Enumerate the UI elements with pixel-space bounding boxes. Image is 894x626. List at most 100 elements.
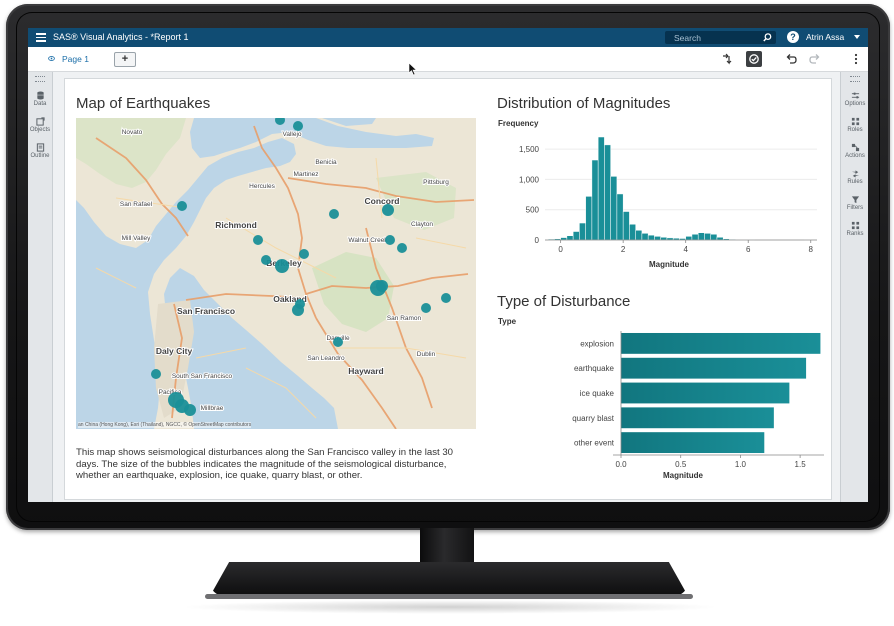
earthquake-map[interactable]: Novato Vallejo Benicia Martinez Hercules Pitt… (76, 118, 476, 429)
earthquake-bubble[interactable] (275, 259, 289, 273)
earthquake-bubble[interactable] (397, 243, 407, 253)
pane-grip[interactable] (35, 76, 45, 82)
earthquake-bubble[interactable] (333, 337, 343, 347)
pane-grip[interactable] (850, 76, 860, 82)
histogram-bar[interactable] (616, 193, 624, 241)
type-category-label: explosion (580, 339, 614, 348)
add-page-button[interactable]: + (114, 52, 136, 67)
earthquake-bubble[interactable] (329, 209, 339, 219)
histogram-bar[interactable] (641, 233, 649, 241)
earthquake-bubble[interactable] (261, 255, 271, 265)
histogram-bar[interactable] (585, 196, 593, 241)
right-rail-actions[interactable]: Actions (841, 143, 868, 159)
type-category-label: ice quake (580, 389, 615, 398)
road-network (95, 157, 467, 419)
view-mode-button[interactable] (746, 51, 762, 67)
histogram-bar[interactable] (697, 232, 705, 241)
map-place-label: Pittsburg (423, 179, 449, 186)
search-icon[interactable] (762, 32, 773, 43)
left-rail-objects-label: Objects (29, 127, 51, 133)
histogram-bar[interactable] (685, 236, 693, 241)
earthquake-bubble[interactable] (184, 404, 196, 416)
histogram-bar[interactable] (591, 159, 599, 241)
bar-chart-title: Type of Disturbance (497, 293, 631, 310)
menu-icon[interactable] (36, 33, 46, 42)
earthquake-bubble[interactable] (385, 235, 395, 245)
undo-icon[interactable] (784, 52, 798, 66)
map-canvas[interactable]: Novato Vallejo Benicia Martinez Hercules Pitt… (76, 118, 476, 429)
redo-icon[interactable] (808, 52, 822, 66)
map-place-label: Dublin (417, 351, 436, 358)
histogram-bar[interactable] (654, 236, 661, 241)
help-icon[interactable]: ? (787, 31, 799, 43)
san-pablo-bay (190, 118, 434, 158)
histogram-bar[interactable] (704, 233, 711, 241)
histogram-y-tick: 1,500 (519, 145, 540, 154)
earthquake-bubble[interactable] (299, 249, 309, 259)
earthquake-bubble[interactable] (421, 303, 431, 313)
right-rail-roles[interactable]: Roles (841, 117, 868, 133)
histogram-bar[interactable] (572, 231, 580, 241)
outline-icon (36, 143, 44, 152)
earthquake-bubble[interactable] (253, 235, 263, 245)
histogram-x-tick: 6 (746, 245, 751, 254)
earthquake-bubble[interactable] (376, 280, 388, 292)
right-rail-ranks[interactable]: Ranks (841, 221, 868, 237)
park-area (376, 172, 456, 230)
left-rail-data[interactable]: Data (28, 91, 52, 107)
left-rail-objects[interactable]: Objects (28, 117, 52, 133)
report-canvas: Map of Earthquakes (64, 78, 832, 500)
histogram-bar[interactable] (622, 211, 630, 241)
type-bar[interactable] (621, 332, 821, 354)
type-x-tick: 1.5 (795, 460, 807, 467)
histogram-bar[interactable] (597, 136, 605, 241)
left-pane: Data Objects Outline (28, 72, 53, 502)
user-name[interactable]: Atrin Assa (806, 32, 845, 42)
park-area (312, 252, 394, 332)
histogram-bar[interactable] (604, 144, 611, 241)
histogram-bar[interactable] (660, 237, 668, 241)
type-bar[interactable] (621, 432, 765, 454)
search-input[interactable]: Search (665, 31, 776, 44)
earthquake-bubble[interactable] (292, 304, 304, 316)
type-bar[interactable] (621, 382, 790, 404)
right-rail-options-label: Options (844, 101, 866, 107)
type-bar-chart[interactable]: explosion earthquake ice quake quarry blast… (485, 327, 825, 467)
right-rail-filters[interactable]: Filters (841, 195, 868, 211)
histogram-bar[interactable] (716, 237, 724, 241)
histogram-xlabel: Magnitude (649, 260, 689, 269)
earthquake-bubble[interactable] (177, 201, 187, 211)
type-bar[interactable] (621, 357, 807, 379)
left-rail-outline-label: Outline (30, 153, 50, 159)
chevron-down-icon[interactable] (854, 35, 860, 39)
earthquake-bubble[interactable] (151, 369, 161, 379)
pointer-icon[interactable] (720, 52, 734, 66)
earthquake-bubble[interactable] (382, 204, 394, 216)
histogram-bar[interactable] (647, 234, 655, 241)
water-inlet (322, 118, 376, 126)
histogram-bar[interactable] (629, 223, 636, 241)
histogram-bar[interactable] (710, 233, 718, 241)
histogram-chart[interactable]: 0 500 1,000 1,500 0 2 4 6 8 (485, 131, 825, 271)
histogram-bar[interactable] (566, 235, 574, 241)
report-toolbar: Page 1 + (28, 47, 868, 72)
right-rail-rules[interactable]: Rules (841, 169, 868, 185)
actions-icon (851, 143, 859, 152)
type-bar[interactable] (621, 407, 774, 429)
right-rail-options[interactable]: Options (841, 91, 868, 107)
histogram-bar[interactable] (635, 230, 643, 241)
map-place-labels: Novato Vallejo Benicia Martinez Hercules Pitt… (119, 128, 450, 413)
histogram-bar[interactable] (579, 222, 586, 241)
highway-network (95, 125, 475, 429)
tab-page-1[interactable]: Page 1 (62, 54, 89, 64)
earthquake-bubble[interactable] (293, 121, 303, 131)
map-place-label: San Rafael (120, 201, 153, 208)
more-options-icon[interactable] (849, 52, 863, 66)
earthquake-bubble[interactable] (275, 118, 285, 125)
search-placeholder: Search (674, 33, 701, 43)
earthquake-bubble[interactable] (441, 293, 451, 303)
histogram-bar[interactable] (691, 233, 699, 241)
histogram-bar[interactable] (610, 176, 618, 241)
left-rail-outline[interactable]: Outline (28, 143, 52, 159)
right-rail-filters-label: Filters (846, 205, 864, 211)
